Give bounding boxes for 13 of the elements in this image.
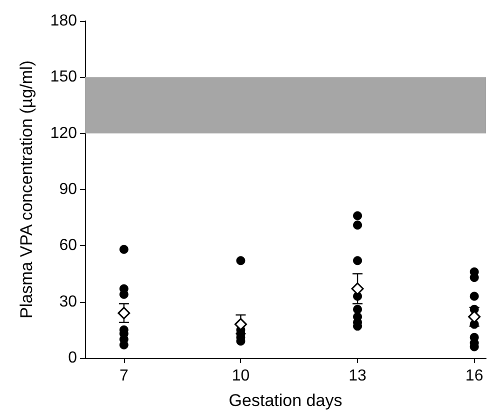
x-tick-label: 10 (232, 368, 250, 384)
x-tick-label: 16 (465, 368, 484, 384)
y-tick-label: 60 (59, 237, 78, 254)
y-tick-label: 180 (50, 12, 78, 30)
y-tick-label: 150 (50, 68, 78, 86)
y-tick-label: 0 (68, 350, 78, 366)
x-tick-label: 13 (348, 368, 367, 384)
y-tick-label: 30 (59, 293, 78, 310)
y-axis-title: Plasma VPA concentration (µg/ml) (17, 60, 36, 318)
x-axis-title: Gestation days (228, 391, 342, 410)
y-tick-label: 90 (59, 181, 78, 198)
y-tick-label: 120 (50, 124, 78, 142)
x-tick-label: 7 (119, 368, 128, 384)
